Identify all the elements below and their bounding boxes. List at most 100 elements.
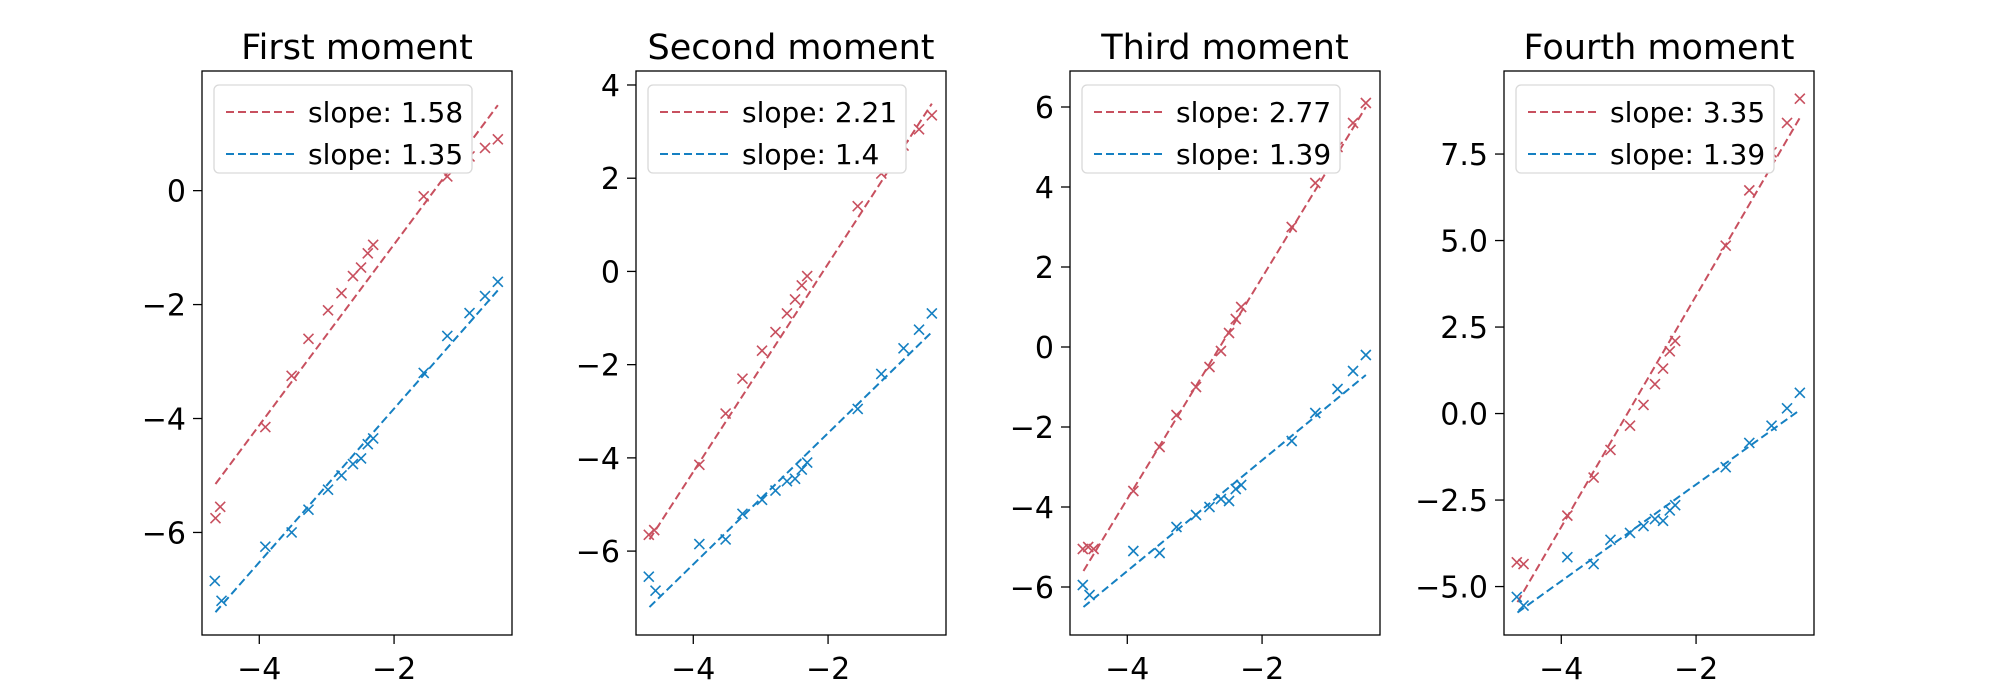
- red-data-point: [1127, 485, 1139, 497]
- blue-data-point: [1203, 501, 1216, 513]
- blue-data-point: [1743, 437, 1755, 449]
- blue-data-point: [209, 575, 221, 587]
- blue-data-point: [1223, 495, 1235, 507]
- x-tick-label: −2: [806, 652, 850, 687]
- blue-data-point: [926, 307, 938, 319]
- red-data-point: [335, 287, 348, 299]
- blue-data-point: [756, 494, 768, 506]
- red-data-point: [1743, 184, 1755, 196]
- y-tick-label: −2: [1010, 411, 1054, 446]
- blue-data-point: [322, 484, 334, 496]
- red-data-point: [286, 370, 298, 382]
- red-data-point: [693, 459, 705, 471]
- y-tick-label: −6: [142, 516, 186, 551]
- red-data-point: [1235, 301, 1247, 313]
- y-tick-label: 5.0: [1440, 225, 1488, 260]
- blue-data-point: [769, 484, 782, 497]
- blue-data-point: [852, 403, 864, 415]
- red-data-point: [1309, 177, 1321, 189]
- chart-title: Fourth moment: [1524, 28, 1795, 68]
- red-data-point: [362, 247, 374, 259]
- y-tick-label: −4: [1010, 491, 1054, 526]
- red-fit-line: [1082, 106, 1367, 572]
- blue-data-point: [1286, 435, 1298, 447]
- blue-data-point: [335, 469, 348, 482]
- blue-data-point: [367, 432, 379, 445]
- blue-data-point: [302, 504, 315, 516]
- blue-data-point: [1794, 387, 1806, 399]
- red-data-point: [1360, 97, 1372, 109]
- red-data-point: [1170, 409, 1183, 421]
- red-data-point: [1588, 471, 1600, 484]
- blue-data-point: [1331, 383, 1344, 395]
- axes-frame: [1503, 70, 1815, 636]
- blue-data-point: [781, 475, 793, 487]
- red-data-point: [479, 142, 491, 154]
- red-data-point: [1230, 313, 1242, 325]
- blue-data-point: [720, 533, 732, 546]
- blue-data-point: [479, 290, 491, 302]
- red-data-point: [1347, 117, 1359, 129]
- blue-fit-line: [214, 289, 499, 613]
- legend-box: [1081, 84, 1341, 174]
- red-data-point: [796, 279, 808, 291]
- blue-data-point: [1517, 600, 1530, 612]
- blue-data-point: [1765, 420, 1778, 432]
- blue-legend-label: slope: 1.39: [1610, 138, 1765, 171]
- x-tick-label: −4: [1105, 652, 1149, 687]
- red-data-point: [1215, 345, 1227, 357]
- legend: slope: 1.58 slope: 1.35: [213, 84, 473, 174]
- blue-fit-line: [1516, 409, 1801, 614]
- y-tick-label: 4: [601, 69, 620, 104]
- y-tick-label: 0: [1035, 331, 1054, 366]
- x-tick-label: −2: [1674, 652, 1718, 687]
- red-data-point: [492, 133, 504, 145]
- chart-title: Third moment: [1100, 28, 1348, 68]
- chart-panel-4: Fourth moment −4 −2 −5.0 −2.5 0.0 2.5 5.0 7.5 slo…: [1415, 28, 1815, 687]
- axes-frame: [201, 70, 513, 636]
- legend: slope: 2.21 slope: 1.4: [647, 84, 907, 174]
- y-tick-label: −6: [1010, 571, 1054, 606]
- blue-data-point: [897, 342, 910, 354]
- y-tick-label: 2.5: [1440, 311, 1488, 346]
- y-tick-label: 6: [1035, 91, 1054, 126]
- blue-data-point: [796, 463, 808, 476]
- blue-data-point: [1230, 483, 1242, 495]
- red-legend-label: slope: 2.77: [1176, 96, 1331, 129]
- red-data-point: [1088, 543, 1100, 555]
- blue-data-point: [1561, 551, 1573, 563]
- blue-data-point: [1720, 461, 1732, 473]
- red-data-point: [852, 200, 864, 212]
- y-tick-label: 2: [1035, 251, 1054, 286]
- red-data-point: [926, 109, 938, 121]
- red-data-point: [302, 333, 315, 345]
- x-tick-label: −4: [237, 652, 281, 687]
- blue-data-point: [1604, 534, 1617, 546]
- blue-data-point: [441, 330, 453, 342]
- plot-area: [1077, 97, 1372, 608]
- blue-data-point: [215, 595, 228, 607]
- blue-data-point: [789, 473, 801, 485]
- blue-data-point: [649, 585, 662, 597]
- blue-data-point: [1669, 499, 1681, 511]
- red-data-point: [1223, 327, 1235, 339]
- blue-data-point: [1360, 349, 1372, 361]
- legend-box: [647, 84, 907, 174]
- blue-data-point: [801, 456, 813, 469]
- y-tick-label: 0: [601, 255, 620, 290]
- legend: slope: 2.77 slope: 1.39: [1081, 84, 1341, 174]
- y-tick-label: −2: [142, 289, 186, 324]
- y-tick-label: −4: [576, 442, 620, 477]
- y-tick-label: −5.0: [1415, 571, 1488, 606]
- blue-data-point: [1637, 520, 1650, 532]
- chart-title: Second moment: [648, 28, 935, 68]
- blue-data-point: [492, 276, 504, 288]
- red-legend-label: slope: 1.58: [308, 96, 463, 129]
- red-data-point: [1517, 558, 1530, 570]
- red-data-point: [913, 123, 925, 135]
- red-data-point: [1561, 510, 1573, 522]
- blue-data-point: [913, 324, 925, 336]
- blue-data-point: [1083, 589, 1096, 601]
- red-data-point: [1190, 381, 1202, 393]
